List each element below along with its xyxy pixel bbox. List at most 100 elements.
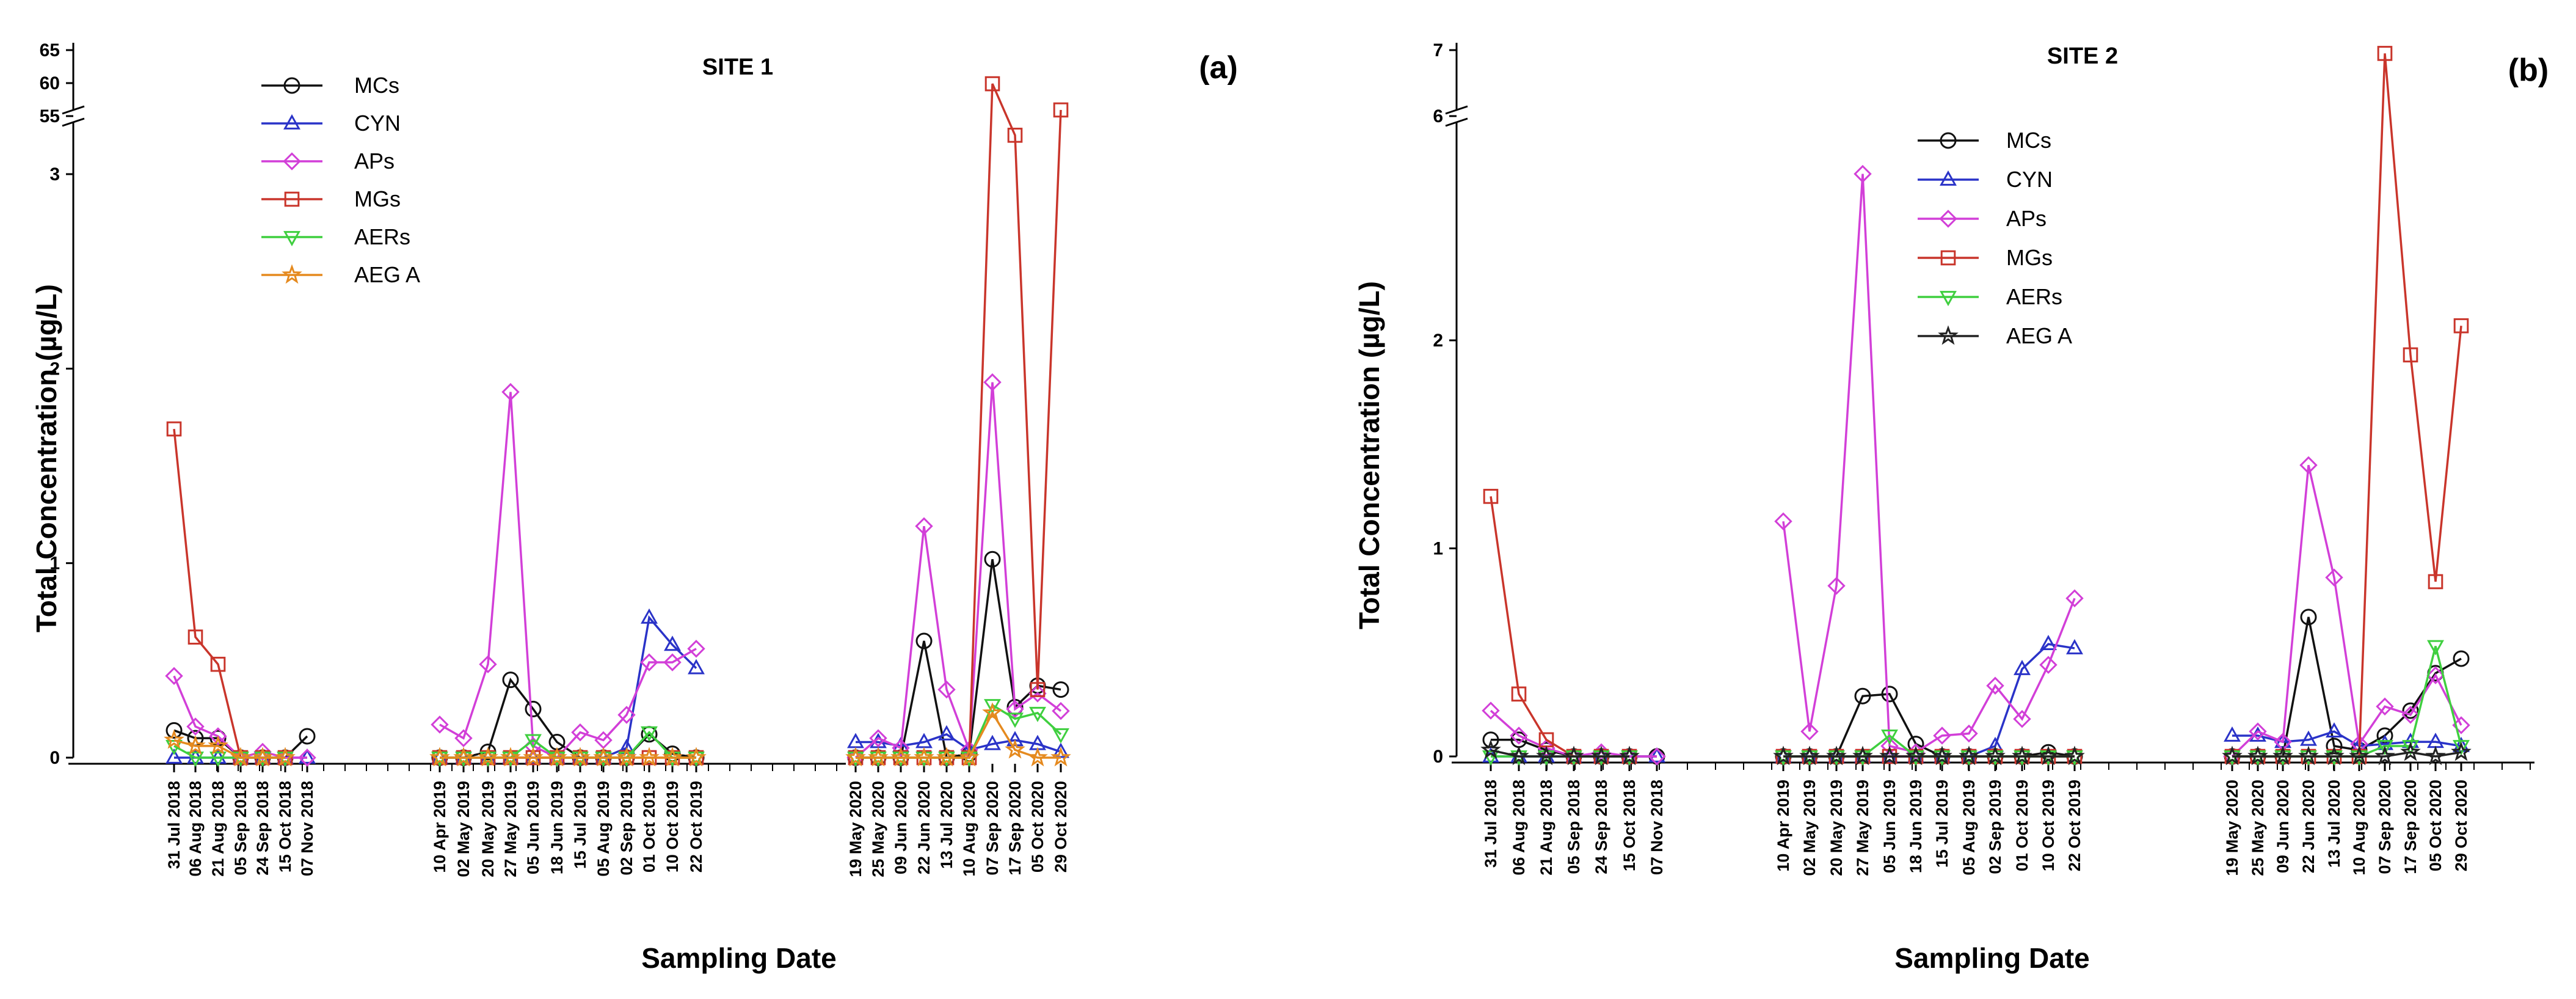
x-tick-label: 15 Oct 2018 (1620, 780, 1639, 871)
data-point (845, 747, 866, 767)
data-point (1480, 739, 1501, 759)
axis-break-mark (1445, 105, 1468, 115)
data-point (1826, 745, 1847, 766)
data-point (2376, 697, 2394, 716)
data-point (2066, 639, 2083, 654)
data-point (640, 653, 658, 671)
x-tick-label: 05 Aug 2019 (594, 781, 613, 877)
data-point (209, 727, 227, 745)
data-point (2403, 347, 2418, 363)
y-tick-label: 0 (1433, 747, 1443, 767)
data-point (2039, 656, 2058, 674)
data-point (1052, 681, 1069, 698)
data-point (298, 748, 316, 767)
x-tick-label: 22 Jun 2020 (2299, 780, 2318, 873)
data-point (453, 747, 474, 767)
legend-label: AERs (354, 224, 410, 249)
data-point (2453, 650, 2470, 667)
x-tick-label: 10 Apr 2019 (431, 781, 449, 873)
data-point (982, 702, 1003, 722)
x-tick-label: 10 Oct 2019 (2039, 780, 2058, 871)
legend-marker (1940, 170, 1957, 186)
data-point (868, 747, 889, 767)
data-point (2425, 745, 2446, 766)
x-tick-label: 18 Jun 2019 (1907, 780, 1925, 873)
data-point (938, 725, 955, 741)
data-point (2014, 659, 2031, 675)
legend-marker (1940, 132, 1957, 149)
data-point (1028, 684, 1047, 703)
legend-marker (1940, 291, 1957, 307)
data-point (2453, 736, 2470, 752)
data-point (2402, 740, 2419, 756)
data-point (2427, 733, 2444, 748)
panel-label: (a) (1199, 50, 1238, 86)
legend-label: CYN (2006, 167, 2053, 192)
data-point (275, 747, 296, 767)
x-tick-label: 22 Oct 2019 (2065, 780, 2084, 871)
data-point (1852, 745, 1873, 766)
x-tick-label: 02 May 2019 (454, 781, 473, 877)
data-point (478, 747, 498, 767)
data-point (1932, 745, 1952, 766)
data-point (1508, 745, 1529, 766)
data-point (166, 722, 183, 739)
series-mgs (166, 76, 1069, 766)
data-point (1648, 747, 1665, 763)
data-point (1959, 745, 1979, 766)
data-point (2400, 741, 2421, 761)
x-tick-label: 22 Jun 2020 (915, 781, 933, 874)
y-tick-label: 60 (40, 73, 60, 93)
x-tick-label: 10 Aug 2020 (2350, 780, 2368, 876)
data-point (502, 748, 519, 764)
data-point (479, 655, 497, 673)
data-point (1007, 128, 1023, 143)
data-point (1801, 747, 1818, 763)
data-point (299, 748, 316, 764)
data-point (2453, 740, 2470, 756)
data-point (892, 739, 910, 757)
data-point (209, 748, 227, 764)
data-point (253, 742, 272, 761)
data-point (1799, 745, 1820, 766)
x-tick-label: 18 Jun 2019 (548, 781, 566, 874)
data-point (593, 747, 614, 767)
data-point (2012, 745, 2032, 766)
panel-b: 0 1 2 6 7 31 Jul 2018 06 Aug 2018 21 Aug 2018 05… (1353, 40, 2549, 974)
data-point (1880, 737, 1899, 755)
data-point (1510, 726, 1528, 745)
axis-break-mark (62, 117, 85, 127)
data-point (1030, 682, 1046, 697)
data-point (662, 747, 683, 767)
data-point (1052, 701, 1070, 720)
data-point (641, 608, 658, 624)
data-point (525, 748, 542, 764)
legend-label: APs (354, 148, 395, 174)
data-point (616, 747, 637, 767)
x-tick-label: 01 Oct 2019 (640, 781, 658, 873)
data-point (2428, 574, 2443, 590)
x-tick-label: 15 Jul 2019 (1933, 780, 1951, 868)
y-axis-title: Total Concentration (µg/L) (31, 284, 62, 632)
x-tick-label: 10 Apr 2019 (1774, 780, 1792, 872)
series-aeg-a (164, 702, 1071, 767)
x-tick-label: 17 Sep 2020 (2401, 780, 2420, 874)
x-tick-label: 15 Jul 2019 (571, 781, 589, 869)
x-tick-label: 02 Sep 2019 (1986, 780, 2004, 874)
x-tick-label: 25 May 2020 (2249, 780, 2267, 876)
data-point (1483, 489, 1499, 504)
data-point (1828, 747, 1845, 763)
y-tick-label: 1 (1433, 539, 1443, 559)
data-point (2324, 745, 2345, 766)
data-point (2453, 318, 2469, 334)
axis-break-mark (1445, 117, 1468, 127)
data-point (1854, 687, 1871, 704)
y-tick-label: 65 (40, 40, 60, 60)
data-point (617, 706, 636, 724)
series-line (440, 615, 697, 759)
data-point (1482, 701, 1500, 720)
data-point (1511, 686, 1527, 702)
legend-label: MCs (2006, 128, 2051, 153)
x-tick-label: 27 May 2019 (1854, 780, 1872, 876)
data-point (2402, 702, 2419, 719)
